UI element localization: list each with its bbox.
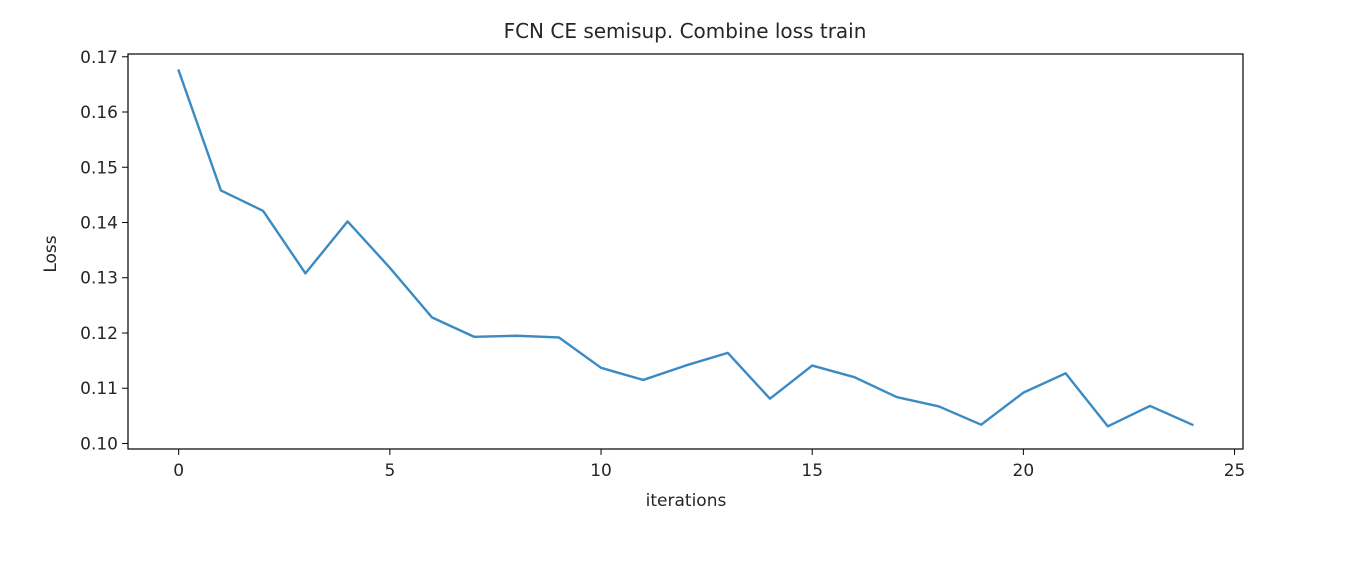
x-axis-label: iterations — [646, 491, 727, 511]
y-axis: 0.10 0.11 0.12 0.13 0.14 0.15 0.16 0.17 — [80, 48, 128, 454]
chart-title: FCN CE semisup. Combine loss train — [504, 19, 867, 43]
x-tick-label: 0 — [173, 461, 184, 481]
plot-frame — [127, 53, 1244, 450]
x-tick-label: 20 — [1013, 461, 1035, 481]
y-tick-label: 0.10 — [80, 434, 118, 454]
x-tick-label: 15 — [801, 461, 823, 481]
y-tick-label: 0.15 — [80, 158, 118, 178]
y-tick-label: 0.11 — [80, 379, 118, 399]
x-tick-label: 10 — [590, 461, 612, 481]
plot-area — [177, 69, 1194, 428]
x-tick-label: 5 — [384, 461, 395, 481]
y-tick-label: 0.13 — [80, 269, 118, 289]
x-axis: 0 5 10 15 20 25 — [173, 449, 1245, 481]
y-tick-label: 0.16 — [80, 103, 118, 123]
y-tick-label: 0.12 — [80, 324, 118, 344]
x-tick-label: 25 — [1224, 461, 1246, 481]
y-axis-label: Loss — [41, 235, 61, 272]
series-line-0 — [177, 69, 1194, 428]
y-tick-label: 0.14 — [80, 213, 118, 233]
y-tick-label: 0.17 — [80, 48, 118, 68]
